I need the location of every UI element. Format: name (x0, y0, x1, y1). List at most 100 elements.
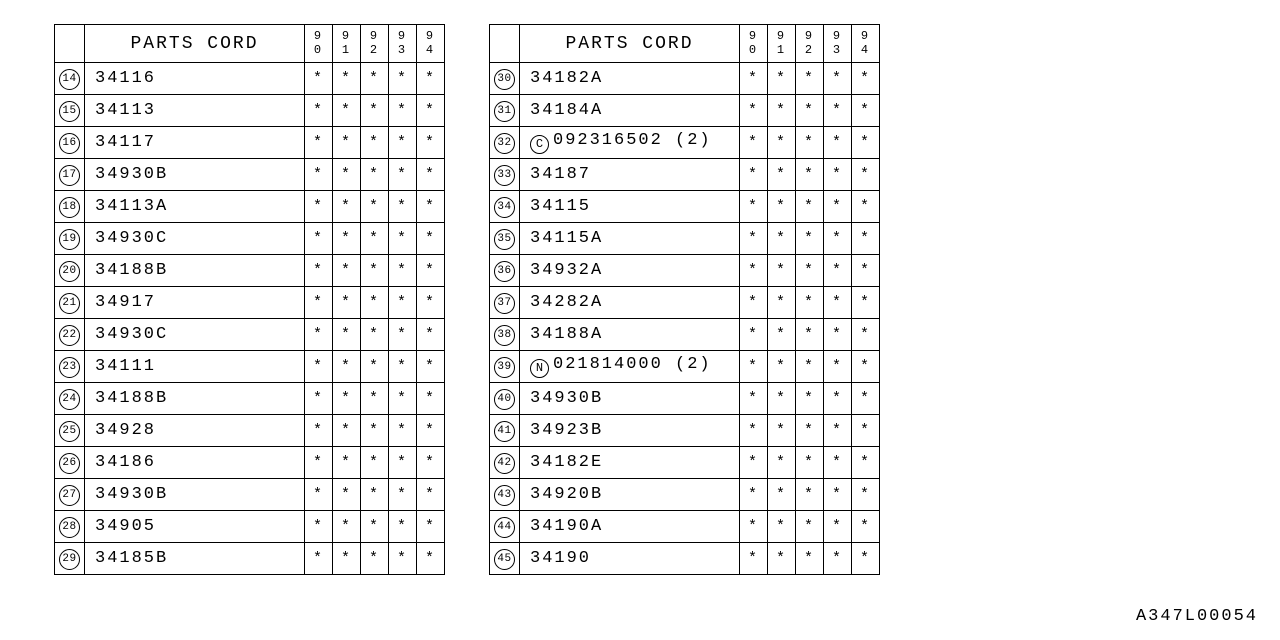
part-code-text: 021814000 (2) (553, 355, 712, 374)
year-mark: * (361, 415, 389, 447)
year-mark: * (361, 127, 389, 159)
year-mark: * (333, 383, 361, 415)
year-mark: * (852, 63, 880, 95)
year-mark: * (417, 127, 445, 159)
circled-number-icon: 35 (494, 229, 515, 250)
year-mark: * (389, 127, 417, 159)
part-code-text: 34185B (95, 549, 168, 568)
circled-number-icon: 21 (59, 293, 80, 314)
year-mark: * (389, 255, 417, 287)
year-mark: * (768, 511, 796, 543)
table-row: 3634932A***** (490, 255, 880, 287)
year-mark: * (768, 95, 796, 127)
year-mark: * (852, 127, 880, 159)
row-index: 30 (490, 63, 520, 95)
year-mark: * (796, 415, 824, 447)
table-body-left: 1434116*****1534113*****1634117*****1734… (55, 63, 445, 575)
table-row: 3534115A***** (490, 223, 880, 255)
year-mark: * (389, 351, 417, 383)
row-index: 45 (490, 543, 520, 575)
circled-number-icon: 41 (494, 421, 515, 442)
part-number: 34115 (520, 191, 740, 223)
row-index: 31 (490, 95, 520, 127)
part-number: 34188B (85, 255, 305, 287)
part-code-text: 34920B (530, 485, 603, 504)
year-mark: * (305, 95, 333, 127)
year-mark: * (796, 287, 824, 319)
part-code-text: 34905 (95, 517, 156, 536)
year-mark: * (796, 95, 824, 127)
part-number: 34187 (520, 159, 740, 191)
year-mark: * (740, 415, 768, 447)
year-mark: * (389, 479, 417, 511)
year-mark: * (740, 191, 768, 223)
row-index: 40 (490, 383, 520, 415)
year-mark: * (768, 127, 796, 159)
year-mark: * (824, 415, 852, 447)
part-number: 34186 (85, 447, 305, 479)
table-row: 2734930B***** (55, 479, 445, 511)
prefix-circle-icon: C (530, 135, 549, 154)
table-body-right: 3034182A*****3134184A*****32C092316502 (… (490, 63, 880, 575)
parts-table-right: PARTS CORD 90 91 92 93 94 3034182A*****3… (489, 24, 880, 575)
year-mark: * (333, 447, 361, 479)
circled-number-icon: 28 (59, 517, 80, 538)
circled-number-icon: 42 (494, 453, 515, 474)
row-index: 20 (55, 255, 85, 287)
circled-number-icon: 27 (59, 485, 80, 506)
year-mark: * (361, 351, 389, 383)
circled-number-icon: 38 (494, 325, 515, 346)
year-mark: * (768, 287, 796, 319)
year-mark: * (824, 127, 852, 159)
year-mark: * (361, 319, 389, 351)
year-mark: * (305, 383, 333, 415)
year-mark: * (768, 415, 796, 447)
header-blank (490, 25, 520, 63)
year-mark: * (333, 319, 361, 351)
part-number: 34920B (520, 479, 740, 511)
circled-number-icon: 33 (494, 165, 515, 186)
part-number: 34930B (85, 159, 305, 191)
circled-number-icon: 17 (59, 165, 80, 186)
table-row: 1934930C***** (55, 223, 445, 255)
circled-number-icon: 15 (59, 101, 80, 122)
year-mark: * (417, 511, 445, 543)
part-number: N021814000 (2) (520, 351, 740, 383)
year-mark: * (389, 511, 417, 543)
year-mark: * (305, 543, 333, 575)
circled-number-icon: 14 (59, 69, 80, 90)
header-yr-1: 91 (768, 25, 796, 63)
circled-number-icon: 43 (494, 485, 515, 506)
year-mark: * (796, 479, 824, 511)
circled-number-icon: 44 (494, 517, 515, 538)
year-mark: * (333, 127, 361, 159)
year-mark: * (768, 479, 796, 511)
part-code-text: 34188A (530, 325, 603, 344)
table-row: 2634186***** (55, 447, 445, 479)
circled-number-icon: 29 (59, 549, 80, 570)
year-mark: * (768, 191, 796, 223)
year-mark: * (333, 479, 361, 511)
part-code-text: 34111 (95, 357, 156, 376)
year-mark: * (417, 479, 445, 511)
table-row: 2434188B***** (55, 383, 445, 415)
circled-number-icon: 36 (494, 261, 515, 282)
header-yr-3: 93 (389, 25, 417, 63)
year-mark: * (305, 415, 333, 447)
year-mark: * (852, 319, 880, 351)
year-mark: * (417, 383, 445, 415)
circled-number-icon: 18 (59, 197, 80, 218)
part-number: 34930C (85, 319, 305, 351)
year-mark: * (333, 255, 361, 287)
part-code-text: 34930B (95, 485, 168, 504)
row-index: 18 (55, 191, 85, 223)
year-mark: * (768, 543, 796, 575)
part-code-text: 34113A (95, 197, 168, 216)
table-row: 3034182A***** (490, 63, 880, 95)
table-header-row: PARTS CORD 90 91 92 93 94 (55, 25, 445, 63)
circled-number-icon: 39 (494, 357, 515, 378)
part-number: 34116 (85, 63, 305, 95)
table-row: 3334187***** (490, 159, 880, 191)
part-code-text: 34115A (530, 229, 603, 248)
year-mark: * (796, 191, 824, 223)
